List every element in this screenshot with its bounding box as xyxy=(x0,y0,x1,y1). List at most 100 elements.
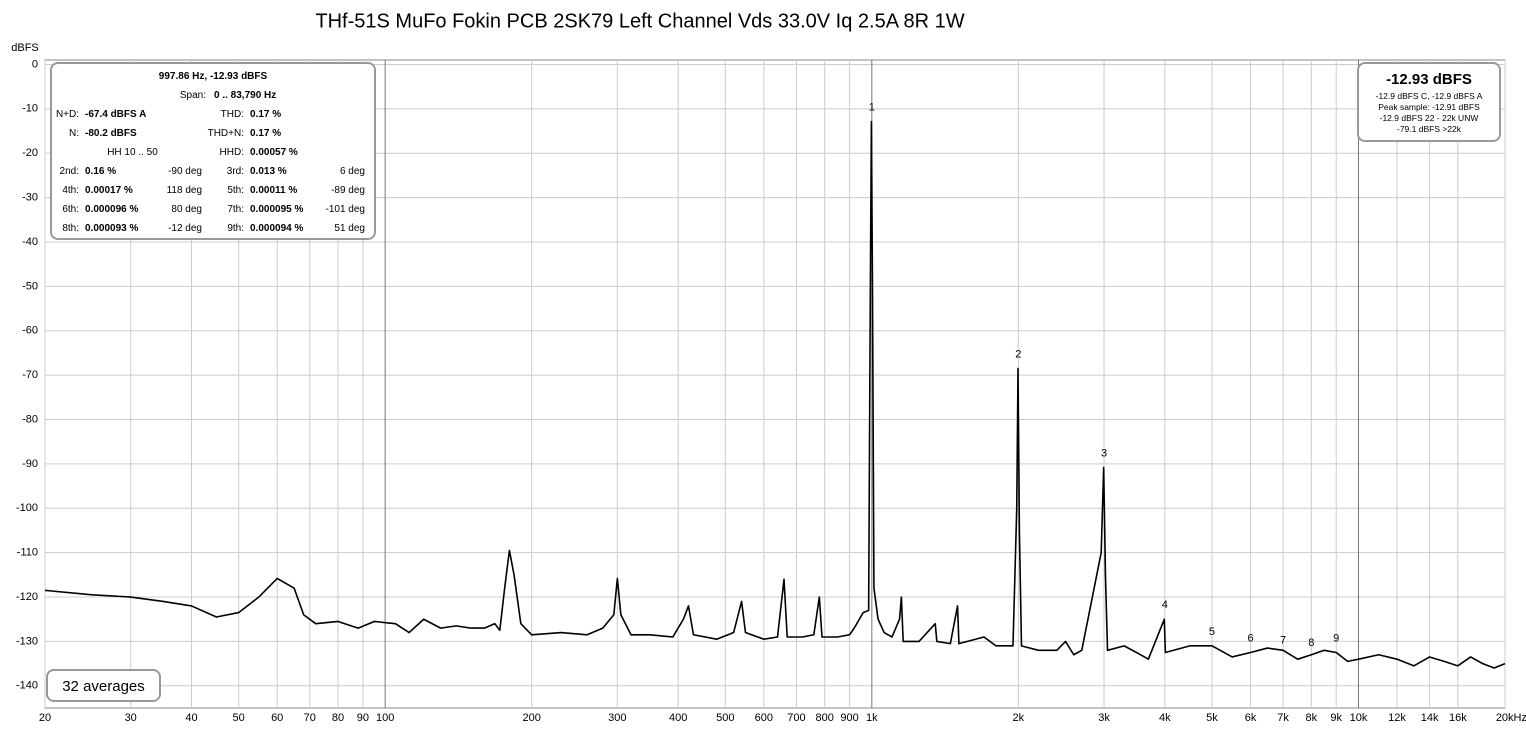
x-tick-label: 800 xyxy=(815,712,833,724)
x-tick-label: 70 xyxy=(304,712,316,724)
y-axis-label: dBFS xyxy=(11,42,39,54)
x-tick-label: 20kHz xyxy=(1496,712,1526,724)
stat-phase: 51 deg xyxy=(334,223,365,234)
spectrum-line xyxy=(44,120,1506,669)
harmonic-label: 3 xyxy=(1101,447,1107,459)
x-tick-label: 600 xyxy=(755,712,773,724)
x-tick-label: 12k xyxy=(1388,712,1406,724)
level-line: -79.1 dBFS >22k xyxy=(1396,124,1462,134)
stat-value: 0.000094 % xyxy=(250,223,304,234)
x-tick-label: 14k xyxy=(1421,712,1439,724)
x-tick-label: 16k xyxy=(1449,712,1467,724)
x-tick-label: 60 xyxy=(271,712,283,724)
stat-label: 8th: xyxy=(62,223,79,234)
stat-label: 7th: xyxy=(227,204,244,215)
stat-label: 2nd: xyxy=(59,166,79,177)
x-tick-label: 200 xyxy=(522,712,540,724)
y-tick-label: -60 xyxy=(22,325,38,337)
x-tick-label: 20 xyxy=(39,712,51,724)
y-tick-label: -20 xyxy=(22,147,38,159)
y-tick-label: -40 xyxy=(22,236,38,248)
stat-value: 0.17 % xyxy=(250,128,282,139)
x-tick-label: 2k xyxy=(1013,712,1025,724)
y-tick-label: -110 xyxy=(17,547,38,559)
stat-value: -67.4 dBFS A xyxy=(85,109,147,120)
stat-label: HH 10 .. 50 xyxy=(107,147,158,158)
stat-value: -80.2 dBFS xyxy=(85,128,137,139)
stat-label: N: xyxy=(69,128,79,139)
stat-phase: 6 deg xyxy=(339,166,365,177)
stat-value: 0.00057 % xyxy=(250,147,298,158)
y-tick-label: 0 xyxy=(32,58,38,70)
stat-label: HHD: xyxy=(219,147,244,158)
averages: 32 averages xyxy=(62,678,145,695)
y-tick-label: -50 xyxy=(22,280,38,292)
x-tick-label: 8k xyxy=(1306,712,1318,724)
harmonic-label: 2 xyxy=(1015,348,1021,360)
x-tick-label: 90 xyxy=(357,712,369,724)
stat-value: 0.16 % xyxy=(85,166,117,177)
stat-phase: -90 deg xyxy=(168,166,202,177)
stat-value: 0.000095 % xyxy=(250,204,304,215)
info-header: 997.86 Hz, -12.93 dBFS xyxy=(158,71,268,82)
y-tick-label: -90 xyxy=(22,458,38,470)
x-tick-label: 50 xyxy=(233,712,245,724)
x-tick-label: 6k xyxy=(1245,712,1257,724)
harmonic-label: 7 xyxy=(1280,635,1286,647)
harmonic-label: 4 xyxy=(1162,599,1168,611)
level-main: -12.93 dBFS xyxy=(1386,71,1472,88)
harmonic-label: 8 xyxy=(1308,637,1314,649)
x-tick-label: 1k xyxy=(866,712,878,724)
x-tick-label: 40 xyxy=(185,712,197,724)
stat-label: 9th: xyxy=(227,223,244,234)
x-tick-label: 80 xyxy=(332,712,344,724)
y-tick-label: -100 xyxy=(16,502,38,514)
x-tick-label: 10k xyxy=(1350,712,1368,724)
x-tick-label: 500 xyxy=(716,712,734,724)
stat-label: 5th: xyxy=(227,185,244,196)
stat-label: THD: xyxy=(220,109,244,120)
harmonic-label: 9 xyxy=(1333,632,1339,644)
stat-value: 0.00017 % xyxy=(85,185,133,196)
chart-title: THf-51S MuFo Fokin PCB 2SK79 Left Channe… xyxy=(315,10,964,32)
x-tick-label: 3k xyxy=(1098,712,1110,724)
x-tick-label: 700 xyxy=(787,712,805,724)
span-value: 0 .. 83,790 Hz xyxy=(214,90,277,101)
stat-label: N+D: xyxy=(55,109,79,120)
harmonic-label: 5 xyxy=(1209,626,1215,638)
y-tick-label: -120 xyxy=(16,591,38,603)
harmonic-label: 6 xyxy=(1247,632,1253,644)
y-tick-label: -80 xyxy=(22,413,38,425)
stat-phase: 118 deg xyxy=(166,185,202,196)
harmonic-label: 1 xyxy=(869,102,875,114)
stat-label: THD+N: xyxy=(207,128,244,139)
stat-value: 0.17 % xyxy=(250,109,282,120)
y-tick-label: -140 xyxy=(16,680,38,692)
y-tick-label: -70 xyxy=(22,369,38,381)
x-tick-label: 7k xyxy=(1277,712,1289,724)
x-tick-label: 900 xyxy=(840,712,858,724)
x-tick-label: 5k xyxy=(1206,712,1218,724)
level-line: -12.9 dBFS C, -12.9 dBFS A xyxy=(1375,91,1483,101)
x-tick-label: 9k xyxy=(1330,712,1342,724)
stat-value: 0.000096 % xyxy=(85,204,139,215)
stat-value: 0.000093 % xyxy=(85,223,139,234)
x-tick-label: 30 xyxy=(125,712,137,724)
level-panel: -12.93 dBFS -12.9 dBFS C, -12.9 dBFS A Pea… xyxy=(1357,62,1501,142)
y-tick-label: -10 xyxy=(22,103,38,115)
stat-phase: -12 deg xyxy=(168,223,202,234)
x-tick-label: 400 xyxy=(669,712,687,724)
x-tick-label: 300 xyxy=(608,712,626,724)
stat-value: 0.013 % xyxy=(250,166,287,177)
averages-panel: 32 averages xyxy=(46,669,161,702)
stat-label: 3rd: xyxy=(226,166,244,177)
x-tick-label: 100 xyxy=(376,712,394,724)
level-line: Peak sample: -12.91 dBFS xyxy=(1378,102,1480,112)
stat-label: 6th: xyxy=(62,204,79,215)
level-line: -12.9 dBFS 22 - 22k UNW xyxy=(1379,113,1479,123)
y-tick-label: -130 xyxy=(16,635,38,647)
stat-phase: -101 deg xyxy=(325,204,365,215)
x-tick-label: 4k xyxy=(1159,712,1171,724)
span-label: Span: xyxy=(179,90,206,101)
